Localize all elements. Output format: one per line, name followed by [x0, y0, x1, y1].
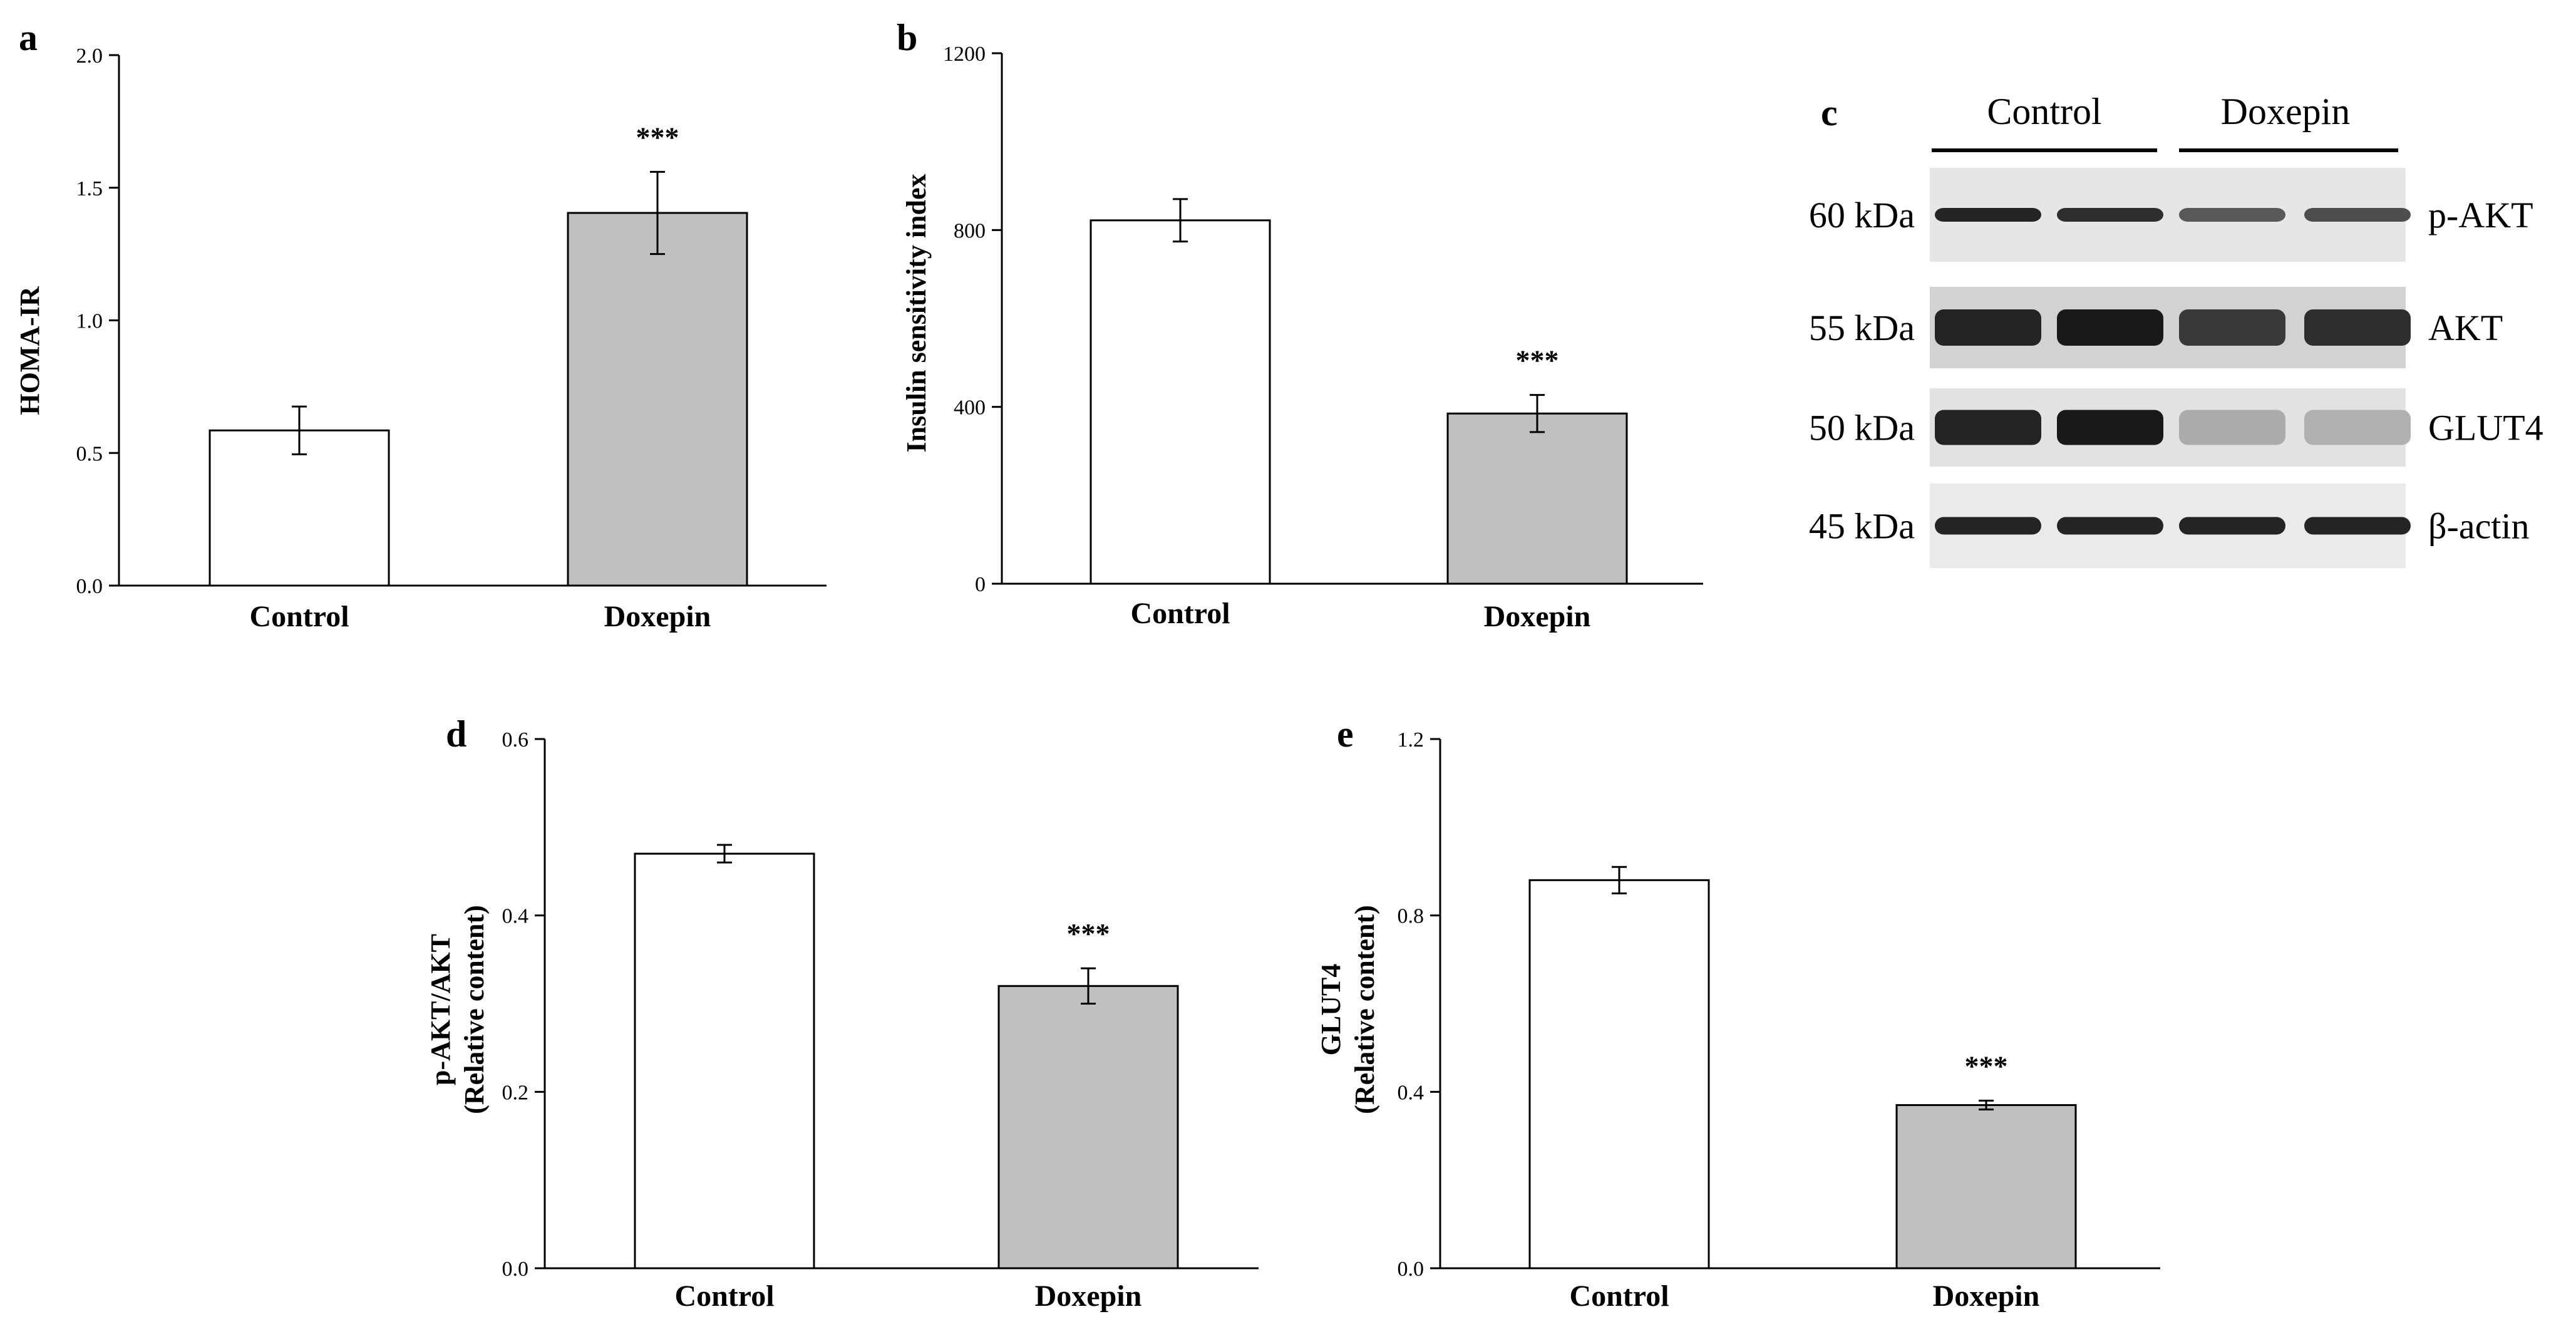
panel-b: b Insulin sensitivity index Control Doxe…: [897, 17, 1703, 633]
panel-a-ytick-label: 2.0: [76, 44, 103, 68]
panel-e-label: e: [1337, 713, 1354, 755]
panel-d-bar-control: [634, 852, 815, 1270]
panel-e-ylabel-line1: GLUT4: [1316, 964, 1346, 1056]
panel-d-ylabel-line1: p-AKT/AKT: [425, 934, 456, 1085]
blot-band-3-1: [2057, 517, 2163, 535]
blot-band-2-3: [2304, 410, 2411, 445]
blot-group-control: Control: [1987, 91, 2101, 132]
blot-band-3-3: [2304, 517, 2411, 535]
panel-b-ylabel: Insulin sensitivity index: [901, 173, 932, 452]
panel-e-xtick-control: Control: [1569, 1280, 1669, 1313]
panel-b-xtick-doxepin: Doxepin: [1484, 600, 1591, 633]
panel-d-ytick-label: 0.2: [502, 1081, 529, 1104]
blot-band-3-2: [2179, 517, 2285, 535]
panel-b-bar-control: [1090, 219, 1271, 585]
panel-e-ytick-label: 0.0: [1398, 1258, 1425, 1281]
blot-band-1-0: [1935, 309, 2041, 346]
blot-size-label-3: 45 kDa: [1809, 506, 1915, 547]
blot-protein-label-2: GLUT4: [2428, 408, 2543, 448]
panel-b-ytick-label: 800: [954, 219, 986, 242]
blot-band-0-3: [2304, 208, 2411, 222]
panel-b-significance-doxepin: ***: [1516, 344, 1559, 376]
panel-a-bar-doxepin: [567, 212, 748, 587]
panel-e-ytick-label: 0.8: [1398, 905, 1425, 928]
panel-a-xtick-doxepin: Doxepin: [604, 600, 711, 633]
blot-rows: 60 kDa p-AKT 55 kDa AKT 50 kDa GLUT4 45 kDa β-a…: [1809, 168, 2543, 568]
blot-band-0-2: [2179, 208, 2285, 222]
blot-band-1-3: [2304, 309, 2411, 346]
panel-b-ytick-label: 400: [954, 396, 986, 420]
panel-e-significance-doxepin: ***: [1965, 1050, 2008, 1082]
panel-b-xtick-control: Control: [1130, 597, 1230, 630]
blot-size-label-2: 50 kDa: [1809, 408, 1915, 448]
panel-b-label: b: [897, 17, 917, 58]
blot-group-doxepin: Doxepin: [2221, 91, 2351, 132]
panel-d-bar-doxepin: [997, 985, 1179, 1270]
panel-a-xtick-control: Control: [249, 600, 349, 633]
panel-d-ytick-label: 0.6: [502, 728, 529, 752]
panel-e-bar-doxepin: [1895, 1104, 2077, 1270]
blot-band-2-1: [2057, 410, 2163, 445]
panel-a-ytick-label: 0.5: [76, 442, 103, 465]
blot-band-3-0: [1935, 517, 2041, 535]
panel-a-significance-doxepin: ***: [636, 121, 679, 153]
panel-b-bar-doxepin: [1446, 412, 1628, 585]
panel-d-xtick-doxepin: Doxepin: [1035, 1280, 1142, 1313]
blot-size-label-1: 55 kDa: [1809, 308, 1915, 348]
panel-e-bar-control: [1528, 879, 1710, 1270]
panel-e-ylabel-line2: (Relative content): [1349, 905, 1380, 1114]
panel-d: d p-AKT/AKT (Relative content) Control D…: [425, 713, 1259, 1313]
blot-band-1-2: [2179, 309, 2285, 346]
panel-a-ytick-label: 1.0: [76, 310, 103, 333]
panel-d-ytick-label: 0.0: [502, 1258, 529, 1281]
panel-d-ylabel-line2: (Relative content): [459, 905, 490, 1114]
panel-a-label: a: [19, 17, 38, 58]
blot-protein-label-3: β-actin: [2428, 506, 2530, 547]
panel-a: a HOMA-IR Control Doxepin 0.0 0.5 1.0 1.5 2.…: [14, 17, 827, 633]
panel-b-ytick-label: 0: [975, 573, 986, 596]
panel-e-ytick-label: 1.2: [1398, 728, 1425, 752]
blot-band-2-2: [2179, 410, 2285, 445]
panel-d-ytick-label: 0.4: [502, 905, 529, 928]
panel-e-xtick-doxepin: Doxepin: [1933, 1280, 2040, 1313]
blot-protein-label-0: p-AKT: [2428, 195, 2533, 235]
blot-band-0-0: [1935, 208, 2041, 222]
blot-size-label-0: 60 kDa: [1809, 195, 1915, 235]
blot-protein-label-1: AKT: [2428, 308, 2503, 348]
panel-a-ytick-label: 1.5: [76, 177, 103, 200]
panel-a-ytick-label: 0.0: [76, 575, 103, 598]
panel-d-label: d: [446, 713, 466, 755]
panel-e-ytick-label: 0.4: [1398, 1081, 1425, 1104]
blot-band-1-1: [2057, 309, 2163, 346]
panel-d-significance-doxepin: ***: [1067, 918, 1110, 949]
panel-a-bar-control: [209, 429, 390, 587]
blot-band-0-1: [2057, 208, 2163, 222]
panel-c-western-blot: c Control Doxepin 60 kDa p-AKT 55 kDa AKT 50…: [1809, 91, 2543, 568]
panel-a-ylabel: HOMA-IR: [14, 286, 45, 415]
panel-e: e GLUT4 (Relative content) Control Doxep…: [1316, 713, 2160, 1313]
blot-band-2-0: [1935, 410, 2041, 445]
panel-d-xtick-control: Control: [674, 1280, 774, 1313]
panel-c-label: c: [1821, 92, 1838, 133]
panel-b-ytick-label: 1200: [943, 43, 986, 66]
